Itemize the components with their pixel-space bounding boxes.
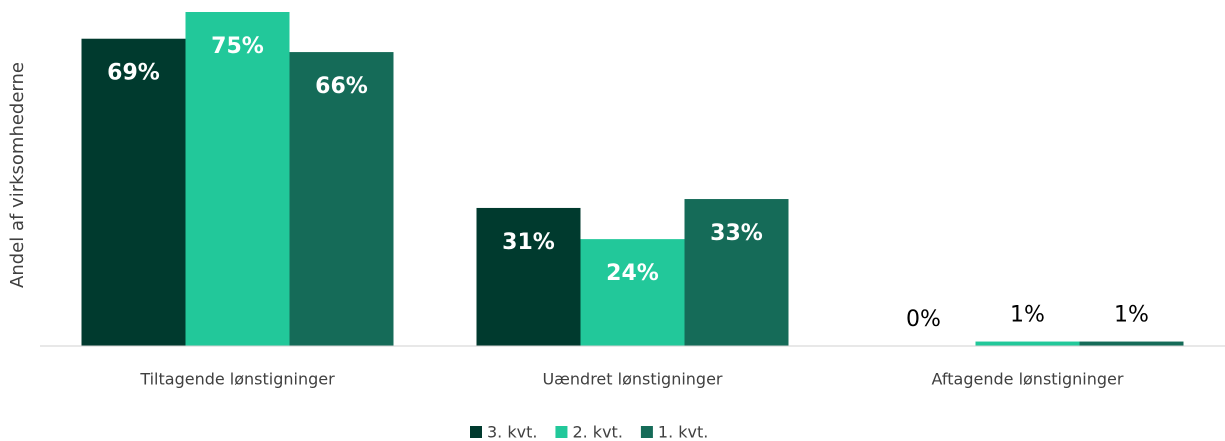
data-label: 69% — [107, 61, 160, 86]
data-label: 75% — [211, 34, 264, 59]
bar — [476, 207, 581, 346]
legend-swatch — [470, 426, 482, 438]
data-label: 31% — [502, 230, 555, 255]
x-tick-label: Uændret lønstigninger — [542, 370, 722, 389]
bar — [185, 12, 290, 346]
bar — [289, 52, 394, 347]
legend-label: 2. kvt. — [572, 423, 622, 441]
x-tick-label: Tiltagende lønstigninger — [139, 370, 335, 389]
bar — [684, 199, 789, 346]
bar — [81, 38, 186, 346]
data-label: 1% — [1114, 303, 1149, 328]
bar — [580, 239, 685, 346]
bar — [975, 341, 1080, 346]
data-label: 1% — [1010, 303, 1045, 328]
data-label: 66% — [315, 74, 368, 99]
legend-label: 1. kvt. — [658, 423, 708, 441]
data-label: 0% — [906, 307, 941, 332]
legend-swatch — [640, 426, 653, 438]
y-axis-label: Andel af virksomhederne — [7, 62, 28, 288]
data-label: 24% — [606, 261, 659, 286]
legend-label: 3. kvt. — [487, 423, 537, 441]
x-tick-label: Aftagende lønstigninger — [932, 370, 1124, 389]
legend-swatch — [555, 426, 568, 438]
bar — [1079, 341, 1184, 346]
data-label: 33% — [710, 221, 763, 246]
